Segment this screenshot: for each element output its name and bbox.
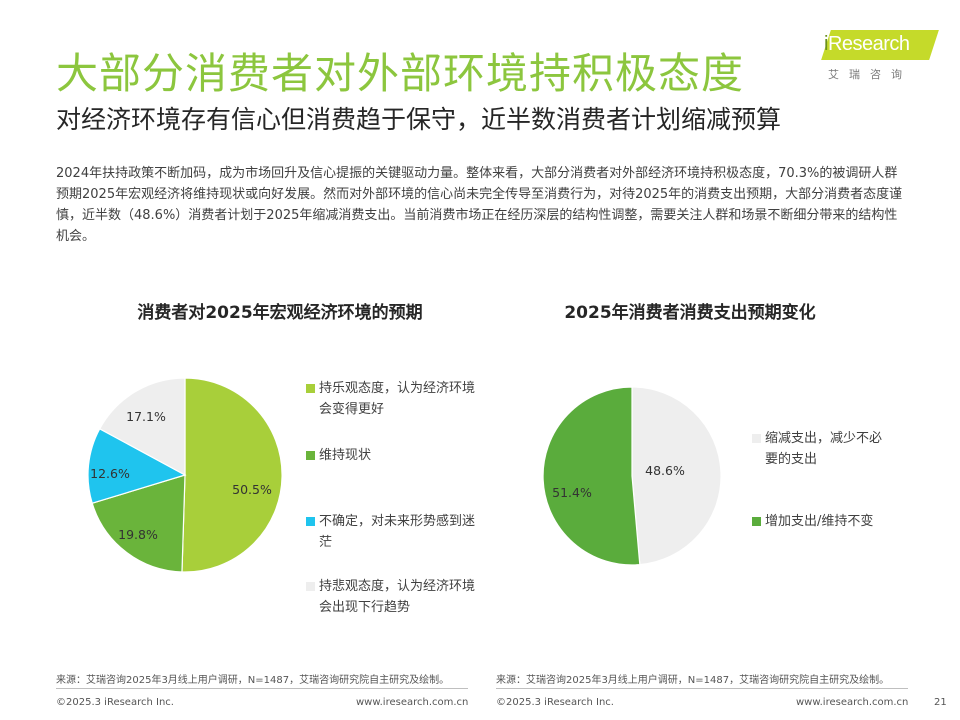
legend-swatch-optimistic xyxy=(306,384,315,393)
legend-swatch-reduce-spending xyxy=(752,434,761,443)
legend-item-optimistic: 持乐观态度，认为经济环境会变得更好 xyxy=(306,378,486,420)
source-note-right: 来源：艾瑞咨询2025年3月线上用户调研，N=1487，艾瑞咨询研究院自主研究及… xyxy=(496,675,890,686)
legend-label-status-quo: 维持现状 xyxy=(319,448,372,463)
footer-copyright-right: ©2025.3 iResearch Inc. xyxy=(496,697,614,708)
page-title: 大部分消费者对外部环境持积极态度 xyxy=(56,49,745,98)
legend-item-increase-or-maintain: 增加支出/维持不变 xyxy=(752,511,873,532)
legend-label-reduce-spending: 缩减支出，减少不必要的支出 xyxy=(765,431,883,467)
data-label-pessimistic: 17.1% xyxy=(126,409,166,424)
footer-rule-right xyxy=(496,688,908,689)
legend-item-status-quo: 维持现状 xyxy=(306,445,371,466)
legend-swatch-increase-or-maintain xyxy=(752,517,761,526)
pie-slice-pessimistic xyxy=(98,377,186,477)
legend-swatch-pessimistic xyxy=(306,582,315,591)
data-label-reduce-spending: 48.6% xyxy=(645,463,685,478)
iresearch-logo: iResearch 艾瑞咨询 xyxy=(818,30,939,82)
logo-chinese-name: 艾瑞咨询 xyxy=(828,68,912,81)
source-note-left: 来源：艾瑞咨询2025年3月线上用户调研，N=1487，艾瑞咨询研究院自主研究及… xyxy=(56,675,450,686)
footer-rule-left xyxy=(56,688,468,689)
footer-url-left: www.iresearch.com.cn xyxy=(356,697,469,708)
legend-label-optimistic: 持乐观态度，认为经济环境会变得更好 xyxy=(319,381,476,417)
data-label-status-quo: 19.8% xyxy=(118,527,158,542)
pie-slice-uncertain xyxy=(87,427,187,504)
logo-wordmark: iResearch xyxy=(824,33,910,55)
data-label-optimistic: 50.5% xyxy=(232,482,272,497)
legend-label-increase-or-maintain: 增加支出/维持不变 xyxy=(765,514,874,529)
data-label-increase-or-maintain: 51.4% xyxy=(552,485,592,500)
legend-label-pessimistic: 持悲观态度，认为经济环境会出现下行趋势 xyxy=(319,579,476,615)
footer-copyright-left: ©2025.3 iResearch Inc. xyxy=(56,697,174,708)
chart-title-spending-expectation: 2025年消费者消费支出预期变化 xyxy=(564,303,816,323)
pie-chart-macro-expectation: 50.5% 19.8% 12.6% 17.1% xyxy=(87,377,283,573)
footer-url-right: www.iresearch.com.cn xyxy=(796,697,909,708)
intro-paragraph: 2024年扶持政策不断加码，成为市场回升及信心提振的关键驱动力量。整体来看，大部… xyxy=(56,166,903,244)
pie-slice-optimistic xyxy=(181,377,283,573)
legend-item-pessimistic: 持悲观态度，认为经济环境会出现下行趋势 xyxy=(306,576,486,618)
legend-swatch-status-quo xyxy=(306,451,315,460)
pie-chart-spending-expectation: 48.6% 51.4% xyxy=(542,386,722,566)
pie-slice-reduce-spending xyxy=(631,386,722,566)
legend-label-uncertain: 不确定，对未来形势感到迷茫 xyxy=(319,514,476,550)
data-label-uncertain: 12.6% xyxy=(90,466,130,481)
legend-item-uncertain: 不确定，对未来形势感到迷茫 xyxy=(306,511,486,553)
legend-item-reduce-spending: 缩减支出，减少不必要的支出 xyxy=(752,428,892,470)
pie-slice-status-quo xyxy=(91,474,186,573)
page-number: 21 xyxy=(934,697,947,708)
chart-title-macro-expectation: 消费者对2025年宏观经济环境的预期 xyxy=(137,303,423,323)
page-subtitle: 对经济环境存有信心但消费趋于保守，近半数消费者计划缩减预算 xyxy=(56,105,782,134)
legend-swatch-uncertain xyxy=(306,517,315,526)
pie-slice-increase-or-maintain xyxy=(542,386,641,566)
